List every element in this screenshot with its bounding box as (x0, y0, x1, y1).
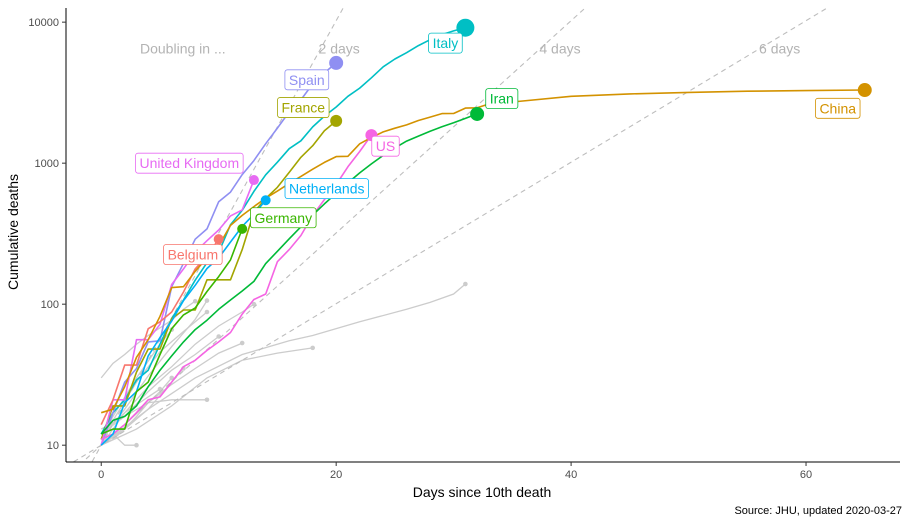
series-label-united-kingdom: United Kingdom (135, 152, 244, 174)
svg-text:US: US (376, 138, 395, 154)
y-tick-label: 10000 (28, 17, 59, 29)
other-country-line (100, 283, 466, 446)
doubling-label-6-days: 6 days (759, 40, 800, 56)
series-marker-united-kingdom (248, 175, 259, 186)
other-country-point (169, 375, 175, 381)
svg-text:Spain: Spain (289, 72, 325, 88)
other-country-line (100, 303, 255, 435)
country-endpoint-markers (213, 18, 872, 245)
svg-text:Iran: Iran (490, 91, 514, 107)
series-label-netherlands: Netherlands (284, 178, 369, 200)
series-marker-china (857, 83, 872, 98)
series-marker-germany (237, 223, 248, 234)
series-label-iran: Iran (485, 88, 519, 109)
other-country-point (204, 309, 210, 315)
other-country-point (463, 281, 468, 287)
country-series-layer (100, 26, 865, 446)
series-line-united-kingdom (100, 179, 255, 446)
series-label-spain: Spain (284, 69, 330, 91)
series-line-iran (100, 113, 478, 435)
x-tick-label: 60 (800, 469, 812, 481)
svg-text:Belgium: Belgium (168, 247, 219, 263)
y-tick-label: 100 (41, 299, 59, 311)
other-country-line (100, 335, 220, 435)
svg-text:Germany: Germany (255, 210, 313, 226)
svg-text:France: France (281, 100, 325, 116)
doubling-label-2-days: 2 days (319, 40, 360, 56)
svg-text:China: China (819, 100, 856, 116)
series-label-belgium: Belgium (163, 244, 223, 265)
series-label-germany: Germany (250, 207, 317, 229)
series-line-france (100, 120, 337, 440)
other-country-point (204, 397, 210, 403)
svg-text:United Kingdom: United Kingdom (140, 155, 240, 171)
doubling-reference-lines: Doubling in ... 2 days 4 days 6 days (72, 8, 829, 462)
country-labels-layer: Italy Spain France US United Kingdom Netherla… (135, 32, 861, 265)
series-line-germany (100, 228, 243, 435)
doubling-line-6-days (72, 8, 829, 462)
series-marker-spain (329, 55, 344, 70)
series-label-france: France (277, 97, 330, 118)
series-marker-netherlands (260, 195, 271, 206)
axes-layer: 0 20 40 60 10 100 1000 10000 (28, 8, 900, 481)
other-country-point (310, 345, 315, 351)
series-label-italy: Italy (428, 32, 463, 54)
other-country-point (192, 298, 198, 304)
series-marker-belgium (213, 234, 224, 245)
other-country-point (251, 301, 257, 307)
series-marker-italy (456, 18, 475, 37)
x-tick-label: 0 (98, 469, 104, 481)
series-marker-iran (470, 106, 485, 121)
series-marker-france (330, 114, 343, 127)
series-label-us: US (371, 135, 400, 157)
y-axis-title: Cumulative deaths (5, 174, 21, 290)
y-tick-label: 1000 (35, 158, 59, 170)
other-country-point (134, 442, 139, 448)
x-axis-title: Days since 10th death (413, 484, 552, 500)
series-line-italy (100, 26, 466, 435)
x-tick-label: 20 (330, 469, 342, 481)
other-country-line (100, 311, 208, 446)
doubling-label-4-days: 4 days (539, 40, 580, 56)
source-caption: Source: JHU, updated 2020-03-27 (734, 505, 902, 517)
other-country-line (100, 388, 161, 446)
svg-text:Italy: Italy (433, 35, 459, 51)
svg-text:Netherlands: Netherlands (289, 181, 365, 197)
series-label-china: China (815, 97, 861, 119)
other-country-point (204, 298, 210, 303)
x-tick-label: 40 (565, 469, 577, 481)
y-tick-label: 10 (47, 440, 59, 452)
doubling-label-doubling-in-: Doubling in ... (140, 40, 226, 56)
other-country-line (100, 347, 313, 446)
other-country-point (239, 340, 245, 346)
doubling-line-4-days (81, 8, 586, 462)
